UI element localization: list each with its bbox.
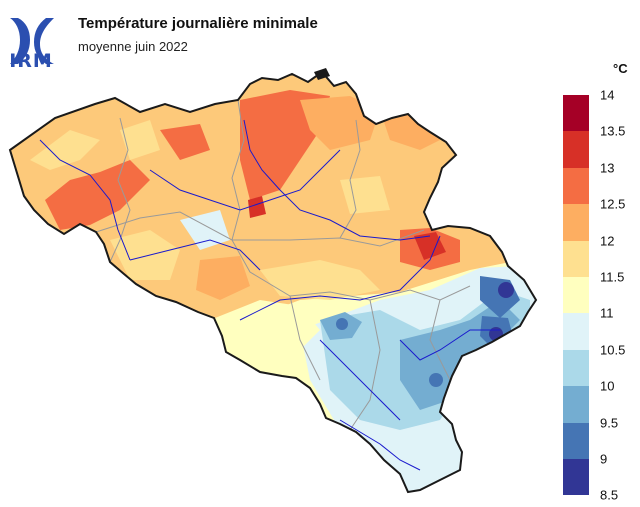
legend-tick-label: 11.5	[600, 269, 625, 285]
legend-tick-label: 10.5	[600, 342, 626, 358]
legend-swatch	[563, 386, 589, 423]
legend-unit: °C	[613, 61, 628, 76]
legend-tick-label: 13.5	[600, 123, 626, 139]
legend-tick-label: 10	[600, 378, 615, 394]
legend-tick-label: 12.5	[600, 196, 626, 212]
map-title: Température journalière minimale	[78, 15, 318, 32]
legend-tick-label: 9.5	[600, 415, 619, 431]
legend-tick-label: 9	[600, 451, 608, 467]
legend-tick-label: 14	[600, 87, 615, 103]
baarle-enclave	[314, 68, 330, 80]
legend-tick-label: 13	[600, 160, 615, 176]
irm-logo-icon	[10, 18, 54, 64]
temperature-fill	[10, 72, 536, 492]
map-subtitle: moyenne juin 2022	[78, 39, 188, 54]
logo-text: IRM	[9, 50, 53, 72]
legend-swatch	[563, 167, 589, 205]
legend-swatch	[563, 131, 589, 168]
legend-swatch	[563, 204, 589, 241]
rivers	[39, 119, 500, 471]
legend-swatch	[563, 313, 589, 350]
legend-swatch	[563, 276, 589, 314]
legend-tick-label: 8.5	[600, 487, 619, 503]
legend-tick-label: 12	[600, 233, 615, 249]
legend-colorbar	[563, 95, 589, 496]
legend-tick-label: 11	[600, 305, 614, 321]
legend-swatch	[563, 349, 589, 387]
legend-swatch	[563, 95, 589, 132]
legend-swatch	[563, 422, 589, 459]
province-boundaries	[95, 99, 471, 431]
legend-swatch	[563, 458, 589, 496]
legend-swatch	[563, 240, 589, 277]
